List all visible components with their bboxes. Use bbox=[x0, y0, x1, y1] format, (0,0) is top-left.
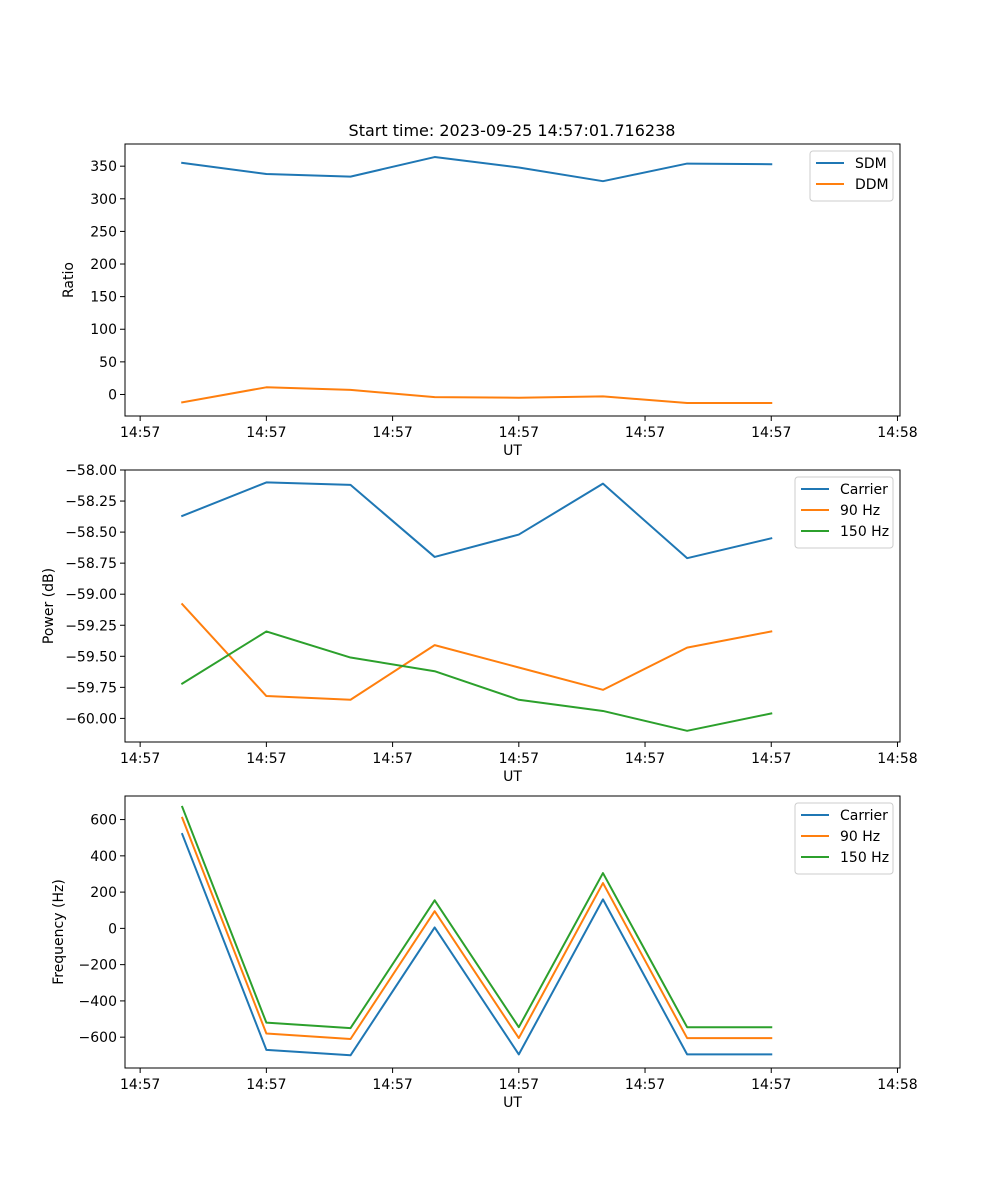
x-tick-label: 14:57 bbox=[751, 751, 791, 767]
y-tick-label: −58.50 bbox=[65, 525, 117, 541]
x-tick-label: 14:57 bbox=[372, 1077, 412, 1093]
series-line-90-hz bbox=[180, 602, 773, 701]
chart-title: Start time: 2023-09-25 14:57:01.716238 bbox=[349, 121, 676, 140]
y-tick-label: −200 bbox=[79, 958, 117, 974]
x-tick-label: 14:57 bbox=[751, 1077, 791, 1093]
y-tick-label: 400 bbox=[90, 849, 117, 865]
x-tick-label: 14:57 bbox=[372, 751, 412, 767]
y-tick-label: 150 bbox=[90, 290, 117, 306]
y-tick-label: 0 bbox=[108, 387, 117, 403]
y-tick-label: −600 bbox=[79, 1030, 117, 1046]
legend-label: DDM bbox=[855, 177, 889, 193]
legend-label: Carrier bbox=[840, 808, 888, 824]
x-tick-label: 14:57 bbox=[246, 1077, 286, 1093]
x-tick-label: 14:58 bbox=[877, 425, 917, 441]
x-tick-label: 14:57 bbox=[499, 751, 539, 767]
x-tick-label: 14:57 bbox=[120, 751, 160, 767]
x-tick-label: 14:57 bbox=[625, 751, 665, 767]
legend-label: 150 Hz bbox=[840, 850, 889, 866]
x-tick-label: 14:57 bbox=[499, 425, 539, 441]
y-axis-label: Ratio bbox=[61, 262, 77, 298]
panel-3: 14:57 14:57 14:57 14:57 14:57 14:57 14:58 −600 −… bbox=[51, 795, 918, 1111]
series-line-carrier bbox=[180, 481, 773, 560]
y-tick-label: −59.25 bbox=[65, 618, 117, 634]
series-line-150-hz bbox=[180, 805, 773, 1030]
y-axis-label: Frequency (Hz) bbox=[51, 879, 67, 985]
x-tick-label: 14:57 bbox=[751, 425, 791, 441]
x-tick-label: 14:57 bbox=[625, 425, 665, 441]
y-tick-label: 50 bbox=[99, 355, 117, 371]
y-tick-label: −60.00 bbox=[65, 711, 117, 727]
y-tick-label: −400 bbox=[79, 994, 117, 1010]
y-tick-label: 250 bbox=[90, 224, 117, 240]
axes-frame bbox=[124, 143, 901, 417]
legend-label: Carrier bbox=[840, 482, 888, 498]
x-tick-label: 14:57 bbox=[120, 425, 160, 441]
axes-frame bbox=[124, 469, 901, 743]
x-tick-label: 14:57 bbox=[625, 1077, 665, 1093]
x-tick-label: 14:58 bbox=[877, 751, 917, 767]
series-line-sdm bbox=[181, 156, 773, 183]
y-tick-label: 0 bbox=[108, 921, 117, 937]
legend-label: 90 Hz bbox=[840, 503, 880, 519]
y-tick-label: 200 bbox=[90, 885, 117, 901]
y-tick-label: 100 bbox=[90, 322, 117, 338]
x-tick-label: 14:57 bbox=[120, 1077, 160, 1093]
axes-frame bbox=[124, 795, 901, 1069]
legend: Carrier 90 Hz 150 Hz bbox=[794, 476, 894, 549]
legend: SDM DDM bbox=[809, 150, 894, 202]
series-line-ddm bbox=[181, 386, 773, 404]
x-tick-label: 14:57 bbox=[246, 425, 286, 441]
y-tick-label: 300 bbox=[90, 192, 117, 208]
legend: Carrier 90 Hz 150 Hz bbox=[794, 802, 894, 875]
x-tick-label: 14:58 bbox=[877, 1077, 917, 1093]
y-tick-label: −58.75 bbox=[65, 556, 117, 572]
panel-2: 14:57 14:57 14:57 14:57 14:57 14:57 14:58 −60.0… bbox=[41, 463, 918, 785]
legend-label: 150 Hz bbox=[840, 524, 889, 540]
series-line-90-hz bbox=[180, 816, 773, 1040]
y-tick-label: −58.25 bbox=[65, 494, 117, 510]
y-axis-label: Power (dB) bbox=[41, 568, 57, 644]
y-tick-label: 350 bbox=[90, 159, 117, 175]
y-tick-label: 600 bbox=[90, 813, 117, 829]
legend-label: SDM bbox=[855, 156, 887, 172]
series-line-carrier bbox=[180, 832, 773, 1057]
x-tick-label: 14:57 bbox=[246, 751, 286, 767]
series-line-150-hz bbox=[180, 630, 773, 732]
y-tick-label: −59.50 bbox=[65, 649, 117, 665]
x-axis-label: UT bbox=[503, 769, 522, 785]
x-axis-label: UT bbox=[503, 443, 522, 459]
x-tick-label: 14:57 bbox=[499, 1077, 539, 1093]
y-tick-label: −59.75 bbox=[65, 680, 117, 696]
x-tick-label: 14:57 bbox=[372, 425, 412, 441]
y-tick-label: 200 bbox=[90, 257, 117, 273]
panel-1: 14:57 14:57 14:57 14:57 14:57 14:57 14:58 0 50 10… bbox=[61, 143, 918, 459]
x-axis-label: UT bbox=[503, 1095, 522, 1111]
legend-label: 90 Hz bbox=[840, 829, 880, 845]
y-tick-label: −59.00 bbox=[65, 587, 117, 603]
y-tick-label: −58.00 bbox=[65, 463, 117, 479]
